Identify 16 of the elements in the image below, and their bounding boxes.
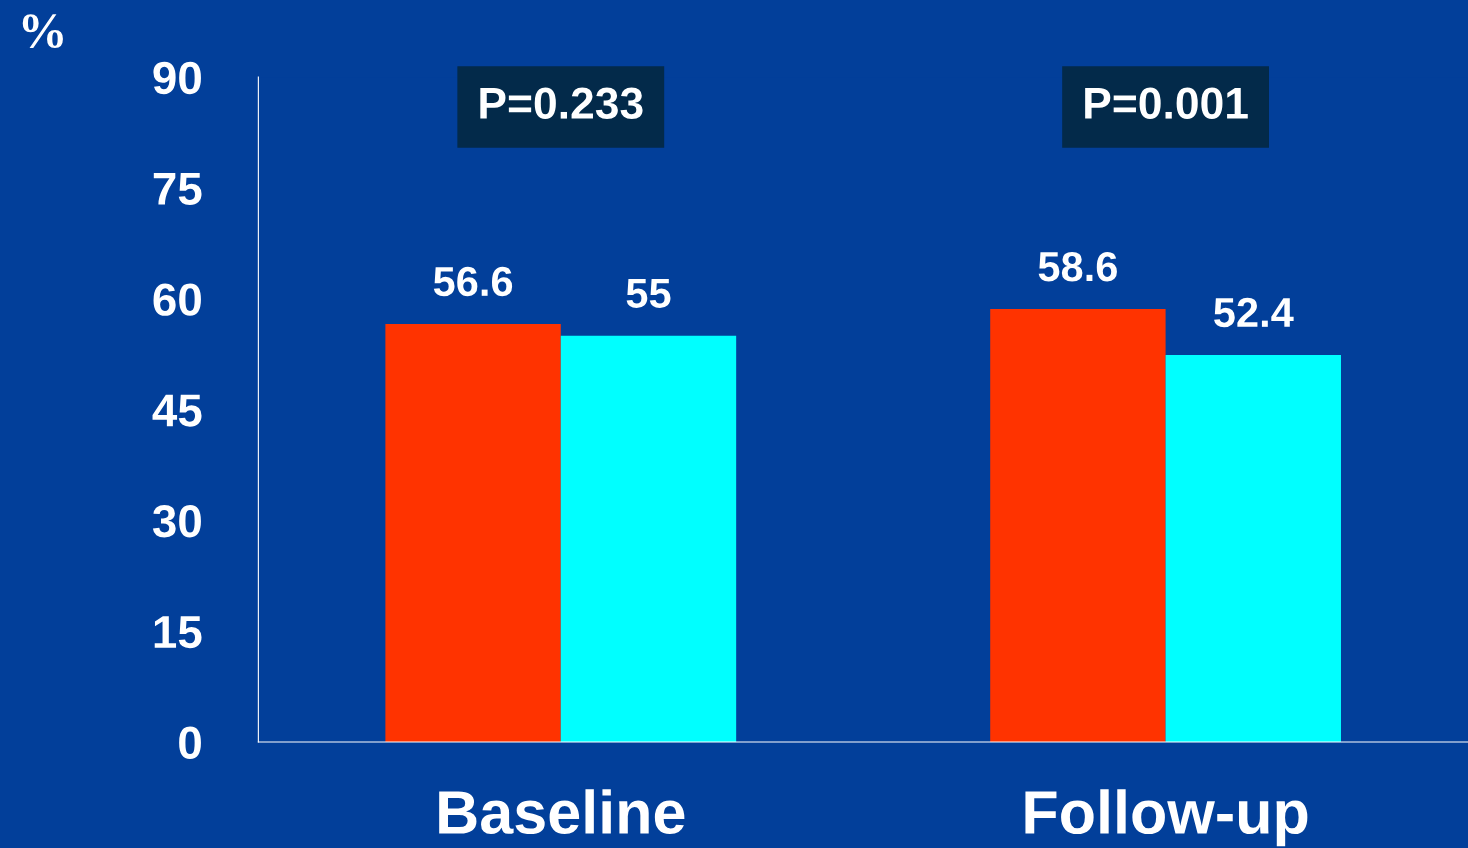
data-label: 52.4 <box>1214 297 1294 328</box>
y-tick-label: 45 <box>152 394 202 427</box>
data-label: 58.6 <box>1038 251 1117 282</box>
y-tick-label: 30 <box>152 504 201 538</box>
x-tick-label: Follow-up <box>1025 789 1308 847</box>
data-label: 56.6 <box>433 266 513 297</box>
annotation: P=0.233 <box>480 87 643 120</box>
y-tick-label: 60 <box>153 283 201 316</box>
y-tick-label: 90 <box>153 61 201 95</box>
y-tick-label: 15 <box>154 616 202 649</box>
x-tick-label: Baseline <box>439 789 685 835</box>
annotation: P=0.001 <box>1085 87 1248 120</box>
data-label: 55 <box>626 278 671 309</box>
y-axis-title: % <box>22 14 63 49</box>
y-tick-label: 75 <box>153 173 202 206</box>
y-tick-label: 0 <box>179 726 201 760</box>
